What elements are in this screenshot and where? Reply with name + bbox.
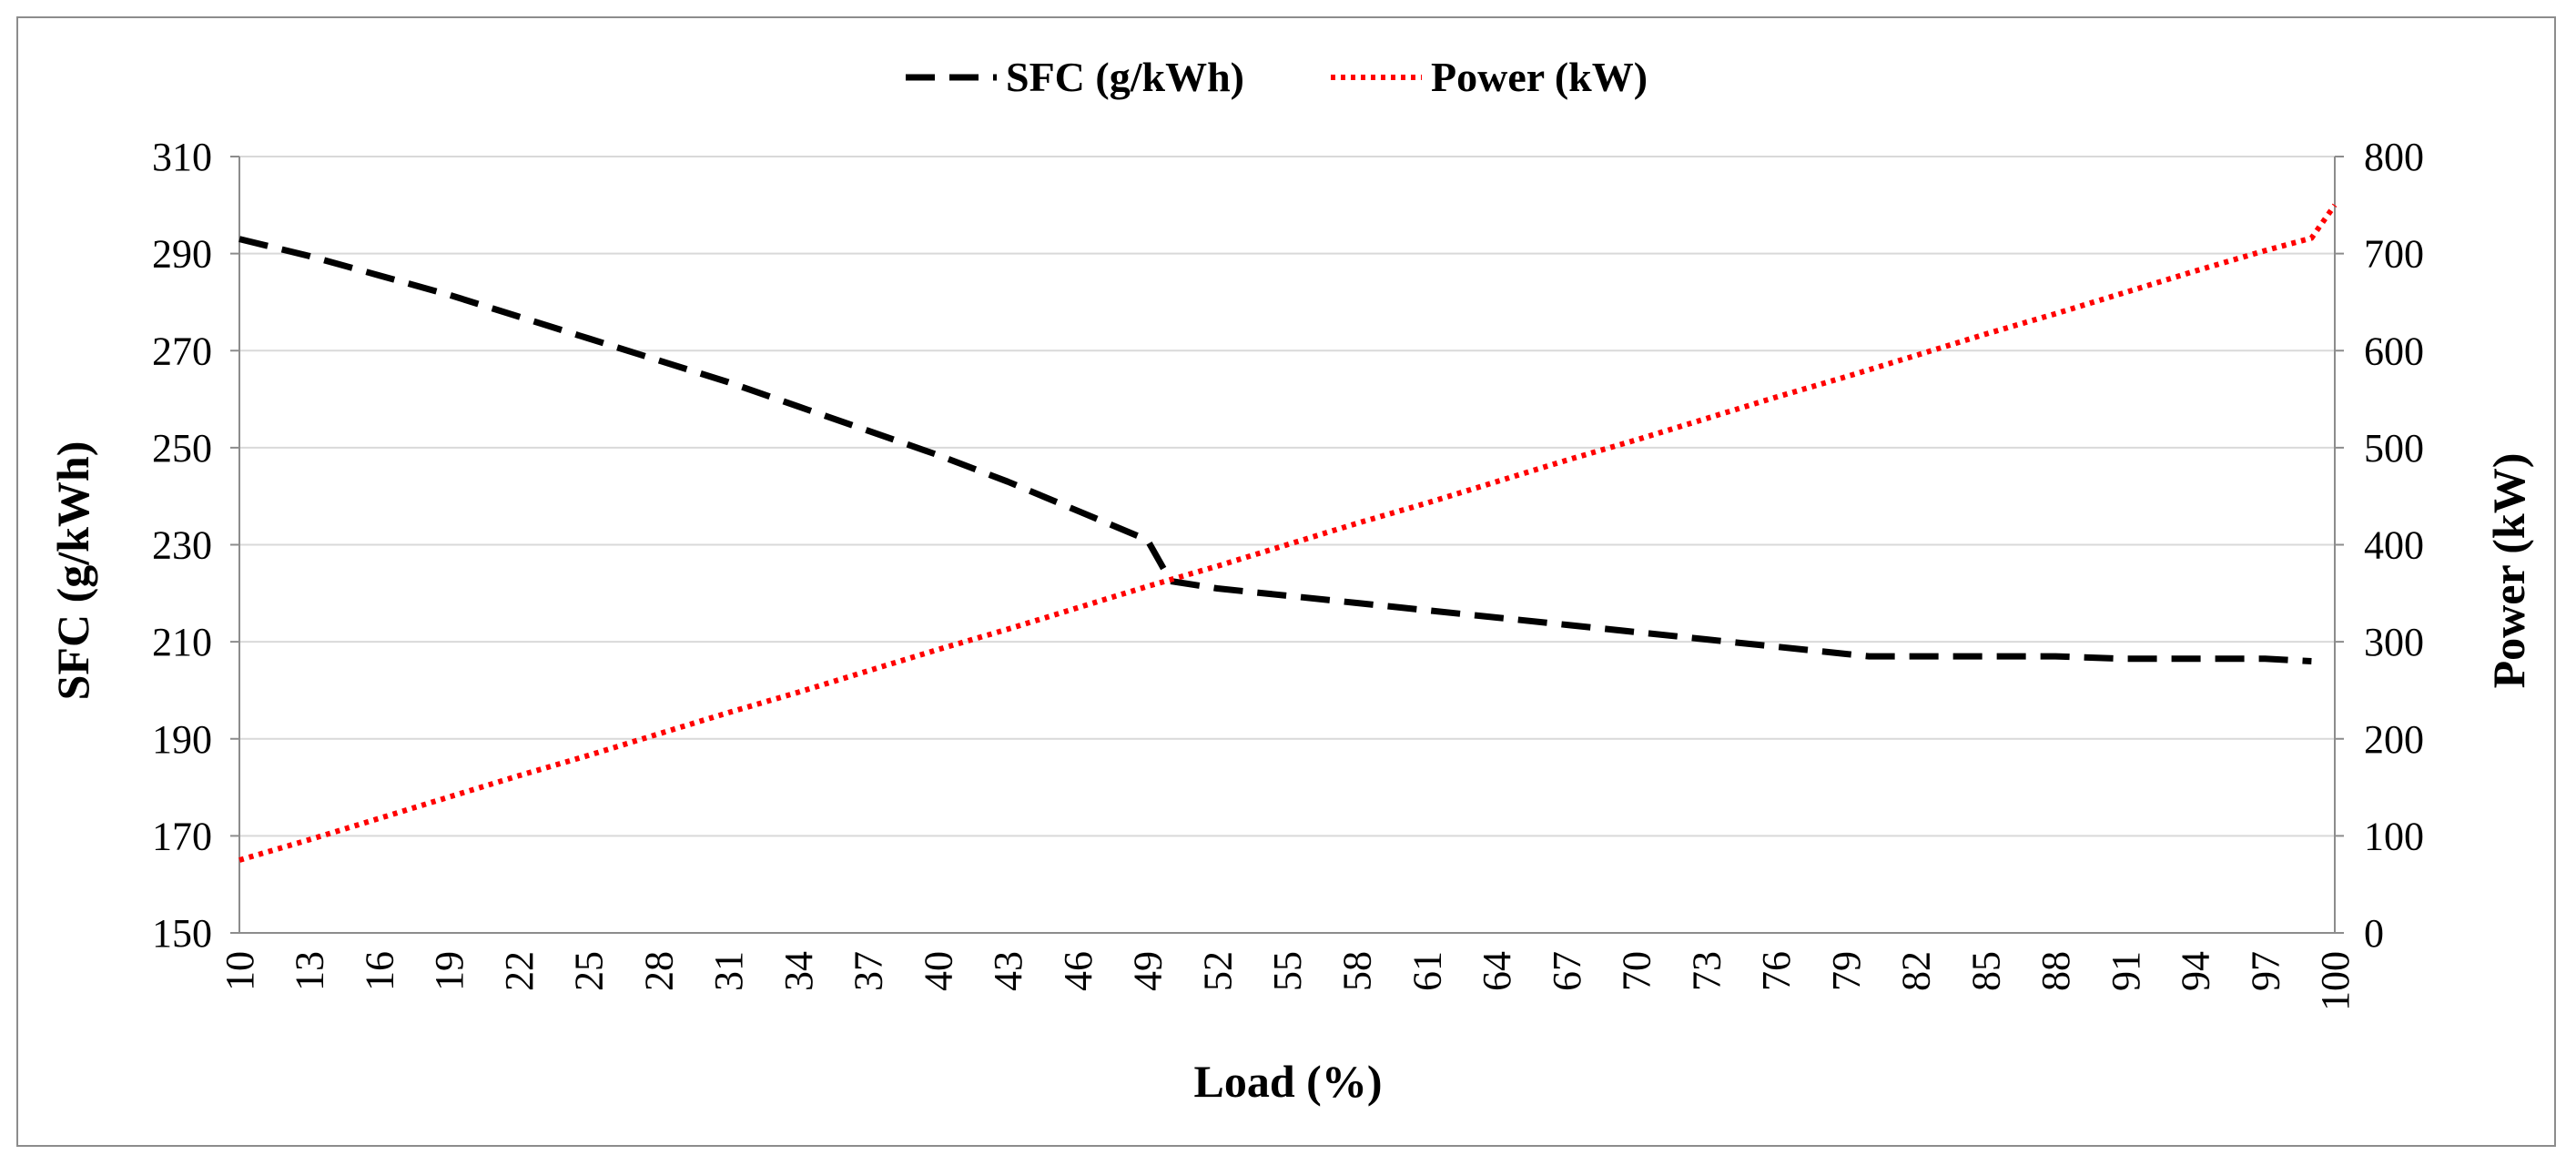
y-tick-label: 170	[152, 814, 212, 858]
y2-tick-label: 700	[2364, 232, 2424, 277]
x-tick-label: 55	[1265, 951, 1310, 991]
x-tick-label: 19	[427, 951, 472, 991]
x-tick-label: 49	[1126, 951, 1171, 991]
y2-tick-label: 400	[2364, 523, 2424, 568]
x-tick-label: 46	[1056, 951, 1100, 991]
y2-tick-label: 0	[2364, 911, 2384, 956]
y2-tick-label: 100	[2364, 814, 2424, 858]
x-tick-label: 22	[497, 951, 542, 991]
y-axis-title: SFC (g/kWh)	[47, 441, 98, 701]
y2-tick-label: 300	[2364, 620, 2424, 664]
x-tick-label: 100	[2313, 951, 2358, 1011]
sfc-series-line	[238, 236, 2312, 664]
x-tick-label: 85	[1963, 951, 2008, 991]
axes	[230, 156, 2344, 934]
y2-tick-label: 600	[2364, 329, 2424, 373]
x-tick-label: 64	[1475, 951, 1519, 991]
x-tick-label: 97	[2243, 951, 2287, 991]
y-tick-label: 270	[152, 329, 212, 373]
y2-tick-label: 500	[2364, 426, 2424, 471]
x-tick-label: 61	[1405, 951, 1449, 991]
y-tick-label: 250	[152, 426, 212, 471]
chart-frame	[16, 16, 2556, 1147]
x-tick-label: 94	[2174, 951, 2218, 991]
power-series-line	[238, 203, 2338, 863]
x-tick-label: 28	[636, 951, 681, 991]
y2-axis-title: Power (kW)	[2483, 453, 2534, 689]
x-tick-label: 16	[357, 951, 401, 991]
y-tick-label: 230	[152, 523, 212, 568]
x-tick-label: 67	[1545, 951, 1589, 991]
x-tick-label: 43	[986, 951, 1030, 991]
y-tick-label: 310	[152, 135, 212, 179]
y-tick-label: 190	[152, 717, 212, 762]
tick-labels: 1501701902102302502702903100100200300400…	[152, 135, 2424, 1011]
x-tick-label: 76	[1754, 951, 1799, 991]
x-tick-label: 10	[218, 951, 262, 991]
x-tick-label: 40	[916, 951, 960, 991]
legend-sfc-label: SFC (g/kWh)	[1006, 54, 1244, 100]
y2-tick-label: 800	[2364, 135, 2424, 179]
x-axis-title: Load (%)	[1194, 1056, 1383, 1107]
y-tick-label: 290	[152, 232, 212, 277]
x-tick-label: 91	[2104, 951, 2148, 991]
x-tick-label: 31	[706, 951, 751, 991]
x-tick-label: 79	[1824, 951, 1869, 991]
x-tick-label: 34	[776, 951, 821, 991]
gridlines	[239, 156, 2335, 837]
x-tick-label: 37	[847, 951, 891, 991]
legend-power-label: Power (kW)	[1431, 54, 1648, 100]
x-tick-label: 13	[288, 951, 332, 991]
series	[238, 203, 2338, 863]
legend: SFC (g/kWh) Power (kW)	[906, 54, 1648, 100]
x-tick-label: 52	[1195, 951, 1240, 991]
x-tick-label: 70	[1615, 951, 1659, 991]
x-tick-label: 58	[1335, 951, 1380, 991]
y-tick-label: 150	[152, 911, 212, 956]
y2-tick-label: 200	[2364, 717, 2424, 762]
x-tick-label: 88	[2033, 951, 2078, 991]
x-tick-label: 25	[567, 951, 612, 991]
x-tick-label: 73	[1684, 951, 1729, 991]
x-tick-label: 82	[1894, 951, 1939, 991]
y-tick-label: 210	[152, 620, 212, 664]
